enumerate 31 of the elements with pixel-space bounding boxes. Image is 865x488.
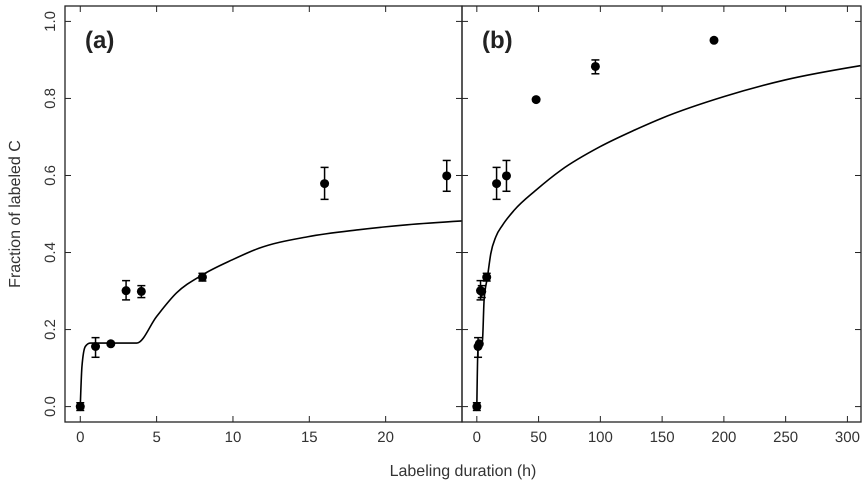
annotation: (b) <box>482 27 513 54</box>
y-tick-label: 0.2 <box>42 319 59 340</box>
point <box>532 95 541 104</box>
y-tick-label: 0.6 <box>42 165 59 186</box>
y-tick-label: 1.0 <box>42 10 59 32</box>
x-tick-label: 100 <box>588 429 613 446</box>
y-axis-title: Fraction of labeled C <box>7 140 24 288</box>
x-tick-label: 15 <box>300 429 318 446</box>
x-tick-label: 150 <box>650 429 675 446</box>
x-axis-title: Labeling duration (h) <box>390 463 536 480</box>
x-tick-label: 20 <box>377 429 394 446</box>
y-tick-label: 0.4 <box>42 242 59 263</box>
x-tick-label: 50 <box>530 429 547 446</box>
x-tick-label: 0 <box>76 429 84 446</box>
y-tick-label: 0.8 <box>42 88 59 109</box>
x-tick-label: 5 <box>152 429 161 446</box>
x-tick-label: 200 <box>711 429 736 446</box>
point <box>710 36 718 45</box>
point <box>502 171 511 180</box>
point <box>442 171 452 180</box>
x-tick-label: 300 <box>834 429 860 446</box>
annotation: (a) <box>85 27 114 54</box>
point <box>590 62 600 71</box>
x-tick-label: 250 <box>773 429 798 446</box>
y-tick-label: 0.0 <box>42 396 59 418</box>
point <box>136 286 146 296</box>
x-tick-label: 10 <box>224 429 242 446</box>
point <box>320 179 330 188</box>
point <box>492 179 502 188</box>
x-tick-label: 0 <box>472 429 481 446</box>
point <box>122 286 131 296</box>
